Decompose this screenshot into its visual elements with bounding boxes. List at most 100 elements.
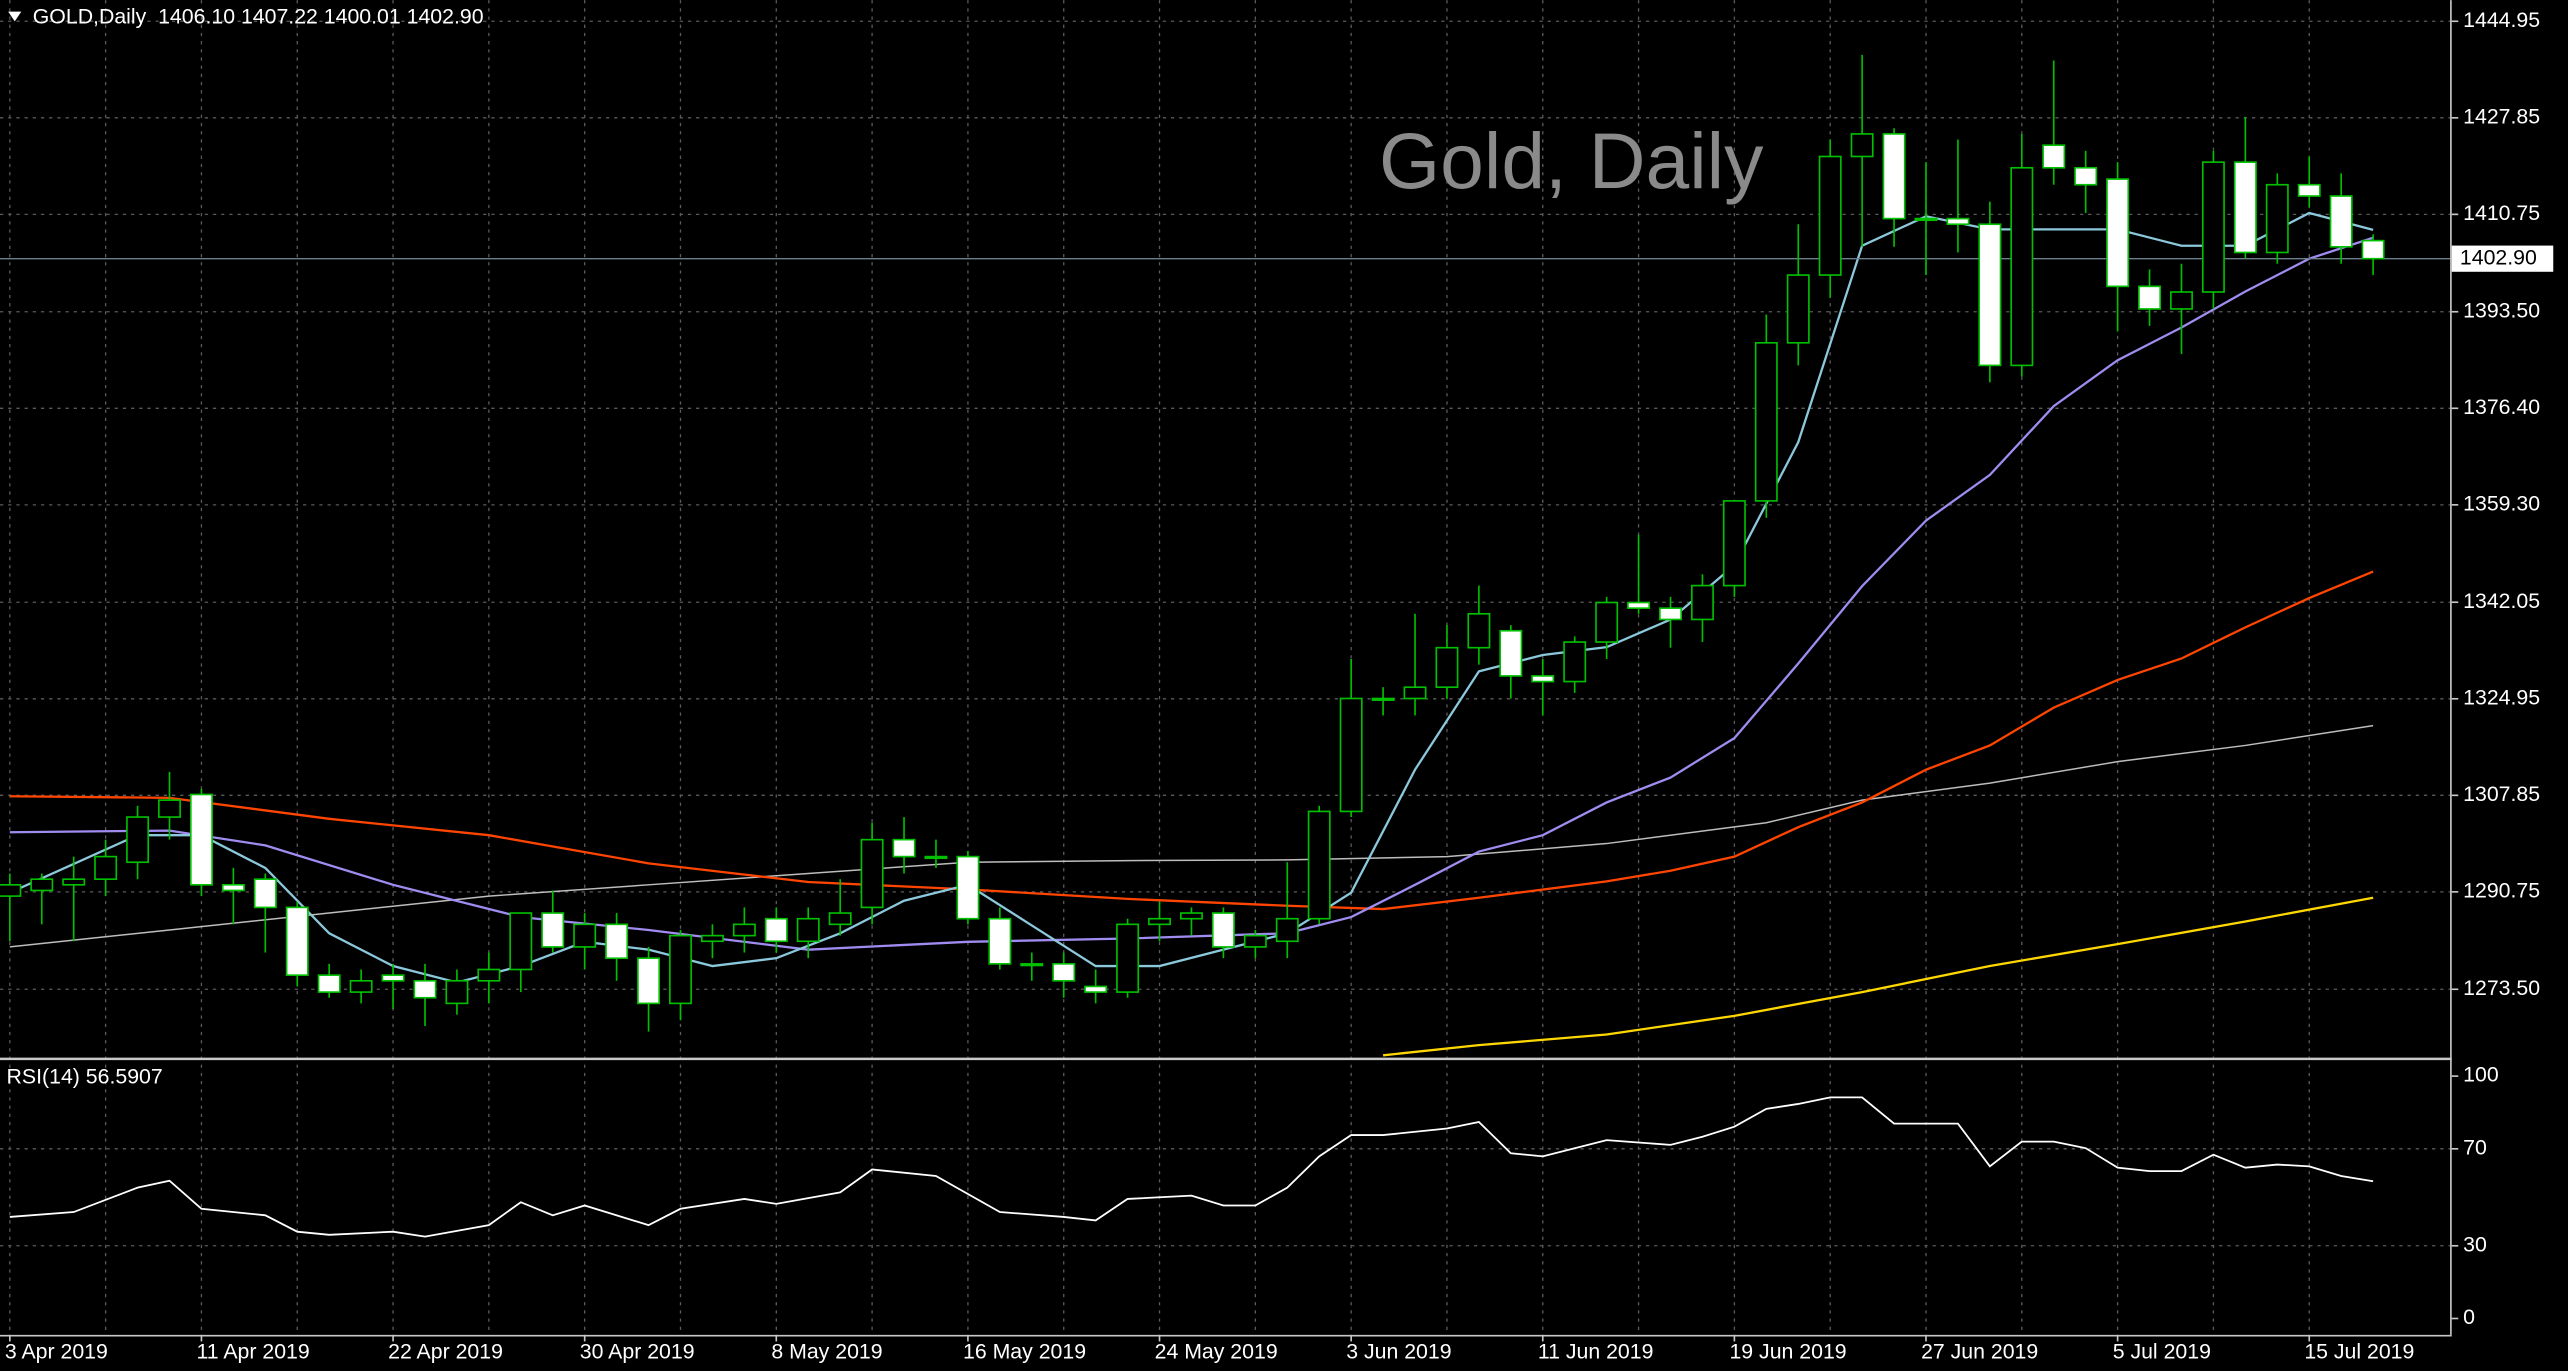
candle-body [2265,183,2289,254]
candle-body [1275,917,1299,943]
y-tick-label: 1324.95 [2463,685,2540,709]
rsi-tick-label: 30 [2463,1232,2487,1256]
candle-body [253,878,277,909]
candle-body [445,979,469,1005]
candle-body [860,838,884,909]
x-tick-label: 27 Jun 2019 [1921,1340,2038,1364]
candle-body [1371,697,1395,701]
candle-body [1020,963,1044,967]
y-tick-label: 1307.85 [2463,782,2540,806]
candle-body [126,816,150,864]
x-tick-label: 19 Jun 2019 [1729,1340,1846,1364]
candle-body [1116,923,1140,993]
candle-body [1914,217,1938,222]
candle-body [1978,223,2002,367]
rsi-label: RSI(14) 56.5907 [7,1064,163,1088]
candle-body [1499,629,1523,677]
candle-body [1180,912,1203,920]
candle-body [1052,963,1076,982]
candle-body [2106,178,2130,288]
y-tick-label: 1444.95 [2463,8,2540,32]
candle-body [637,957,661,1005]
candle-body [2201,161,2225,293]
candle-body [700,934,724,943]
candle-body [1659,607,1682,621]
candle-body [1339,697,1363,813]
candle-body [1882,133,1906,220]
candle-body [477,968,501,982]
candle-body [1690,584,1714,621]
ma-line [1382,896,2374,1057]
rsi-tick-label: 70 [2463,1135,2487,1159]
y-tick-label: 1393.50 [2463,298,2540,322]
candle-body [541,912,565,948]
candle-body [1211,912,1235,948]
candle-body [1435,646,1459,689]
x-tick-label: 5 Jul 2019 [2113,1340,2211,1364]
x-tick-label: 15 Jul 2019 [2304,1340,2414,1364]
candle-body [94,855,118,880]
x-tick-label: 11 Jun 2019 [1538,1340,1654,1364]
rsi-tick-label: 100 [2463,1063,2499,1087]
candle-body [2138,285,2162,310]
candle-body [1595,601,1619,643]
y-tick-label: 1410.75 [2463,201,2540,225]
candle-body [764,917,788,943]
candle-body [1786,274,1810,344]
candle-body [573,923,597,948]
x-tick-label: 22 Apr 2019 [388,1340,503,1364]
candle-body [605,923,629,960]
candle-body [1148,917,1171,926]
candle-body [2074,166,2098,186]
candle-body [2297,183,2321,197]
candle-body [1563,641,1587,683]
x-tick-label: 24 May 2019 [1155,1340,1278,1364]
x-tick-label: 3 Jun 2019 [1346,1340,1451,1364]
rsi-tick-label: 0 [2463,1305,2475,1329]
candle-body [1307,810,1331,920]
candle-body [349,979,373,993]
candle-body [956,855,980,920]
candle-body [2361,239,2385,260]
candle-body [1946,217,1970,226]
candle-body [1722,500,1746,587]
candle-body [796,917,820,943]
x-tick-label: 8 May 2019 [771,1340,882,1364]
chart-header: GOLD,Daily 1406.10 1407.22 1400.01 1402.… [33,5,484,29]
y-tick-label: 1342.05 [2463,589,2540,613]
watermark: Gold, Daily [1379,117,1764,205]
candle-body [1627,601,1651,609]
candle-body [2010,166,2034,367]
candle-body [0,883,22,897]
candle-body [221,883,245,892]
candle-body [509,912,533,971]
candle-body [2329,195,2353,248]
candle-body [381,974,405,982]
x-tick-label: 16 May 2019 [963,1340,1086,1364]
candle-body [669,934,692,1005]
candle-body [1403,686,1427,700]
plot [0,54,2452,1238]
candle-body [1850,133,1874,158]
candle-body [1531,675,1555,683]
candle-body [2170,291,2193,310]
candle-body [30,878,54,892]
candle-body [924,855,948,860]
candle-body [317,974,341,993]
ma-line [9,724,2374,948]
y-tick-label: 1427.85 [2463,104,2540,128]
menu-triangle[interactable] [8,11,22,22]
ma-line [9,570,2374,911]
candle-body [62,878,86,886]
candle-body [828,912,852,926]
candle-body [1243,934,1267,948]
candle-body [2042,144,2066,169]
y-tick-label: 1376.40 [2463,395,2540,419]
y-tick-label: 1359.30 [2463,491,2540,515]
candle-body [988,917,1012,965]
candle-body [413,979,437,999]
y-tick-label: 1290.75 [2463,878,2540,902]
